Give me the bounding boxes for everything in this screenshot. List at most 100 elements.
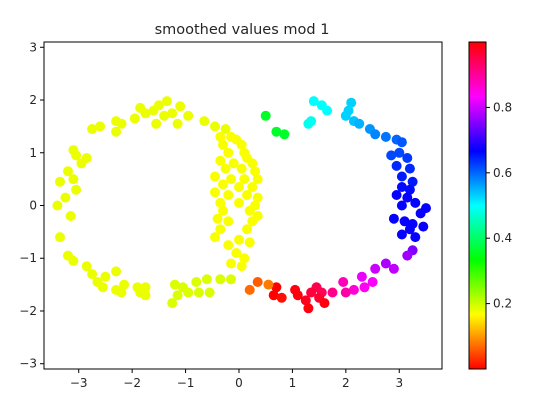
- data-point: [402, 250, 413, 261]
- data-point: [308, 96, 319, 107]
- data-point: [52, 200, 63, 211]
- data-point: [236, 261, 247, 272]
- data-point: [76, 158, 87, 169]
- data-point: [183, 287, 194, 298]
- data-point: [396, 200, 407, 211]
- data-point: [111, 126, 122, 137]
- data-point: [226, 274, 236, 285]
- data-point: [220, 163, 231, 174]
- data-point: [183, 110, 194, 121]
- data-point: [271, 126, 282, 137]
- data-point: [247, 182, 258, 192]
- data-point: [404, 224, 415, 235]
- data-point: [71, 184, 82, 195]
- data-point: [404, 184, 415, 195]
- data-point: [95, 121, 106, 132]
- data-point: [354, 118, 365, 129]
- data-point: [65, 211, 76, 221]
- data-point: [60, 192, 71, 203]
- data-point: [223, 147, 234, 158]
- data-point: [396, 229, 407, 240]
- data-point: [404, 163, 415, 174]
- data-point: [68, 174, 79, 185]
- colorbar-tick-label: 0.4: [493, 231, 512, 245]
- x-axis: −3 −2 −1 0 1 2 3: [70, 369, 403, 390]
- data-point: [226, 174, 236, 185]
- data-point: [218, 179, 228, 190]
- data-point: [226, 258, 236, 269]
- data-point: [402, 153, 413, 163]
- colorbar-tick-label: 0.6: [493, 166, 512, 180]
- data-point: [396, 137, 407, 148]
- data-point: [111, 266, 122, 277]
- data-point: [161, 96, 172, 107]
- data-point: [300, 295, 311, 306]
- data-point: [116, 118, 127, 129]
- data-point: [396, 171, 407, 182]
- data-point: [87, 124, 98, 134]
- data-point: [119, 279, 130, 290]
- data-point: [151, 118, 162, 129]
- data-point: [394, 147, 405, 158]
- data-point: [210, 187, 220, 198]
- data-point: [338, 277, 349, 287]
- data-point: [391, 160, 402, 171]
- data-point: [410, 197, 421, 208]
- data-point: [410, 232, 421, 243]
- data-point: [169, 279, 180, 290]
- data-point: [68, 255, 79, 266]
- data-point: [218, 205, 228, 216]
- data-point: [252, 192, 263, 203]
- data-point: [223, 216, 234, 227]
- data-point: [234, 234, 244, 245]
- data-point: [250, 166, 260, 177]
- data-point: [212, 213, 223, 224]
- data-point: [346, 97, 357, 108]
- data-point: [159, 110, 170, 121]
- data-point: [63, 166, 73, 177]
- data-point: [172, 290, 183, 301]
- data-point: [167, 298, 178, 309]
- data-point: [407, 176, 418, 187]
- data-point: [87, 269, 98, 280]
- data-point: [252, 277, 263, 287]
- data-point: [396, 182, 407, 192]
- data-point: [223, 190, 234, 200]
- x-tick-label: −2: [123, 376, 141, 390]
- data-point: [228, 158, 239, 169]
- data-point: [242, 224, 252, 235]
- data-point: [242, 190, 252, 200]
- data-point: [348, 284, 359, 295]
- colorbar-tick-label: 0.8: [493, 100, 512, 114]
- data-point: [172, 118, 183, 129]
- data-point: [290, 284, 301, 295]
- y-tick-label: −1: [19, 251, 37, 265]
- data-point: [215, 197, 226, 208]
- data-point: [402, 192, 413, 203]
- x-tick-label: 1: [289, 376, 297, 390]
- data-point: [359, 282, 370, 293]
- data-point: [415, 208, 426, 219]
- y-tick-label: 0: [29, 199, 37, 213]
- data-point: [215, 131, 226, 142]
- data-point: [244, 237, 255, 248]
- y-tick-label: −3: [19, 357, 37, 371]
- data-point: [193, 287, 204, 298]
- data-point: [129, 113, 140, 124]
- data-point: [234, 182, 244, 192]
- data-point: [244, 284, 255, 295]
- data-point: [306, 287, 317, 298]
- data-point: [167, 108, 178, 119]
- data-point: [210, 232, 220, 243]
- data-point: [356, 271, 367, 282]
- data-point: [239, 253, 250, 264]
- colorbar-ticks: 0.2 0.4 0.6 0.8: [486, 100, 512, 311]
- chart-title: smoothed values mod 1: [155, 22, 330, 38]
- data-point: [247, 158, 258, 169]
- y-tick-label: 3: [29, 40, 37, 54]
- x-tick-label: 2: [342, 376, 350, 390]
- data-point: [215, 274, 226, 285]
- x-tick-label: 3: [395, 376, 403, 390]
- data-point: [97, 282, 108, 293]
